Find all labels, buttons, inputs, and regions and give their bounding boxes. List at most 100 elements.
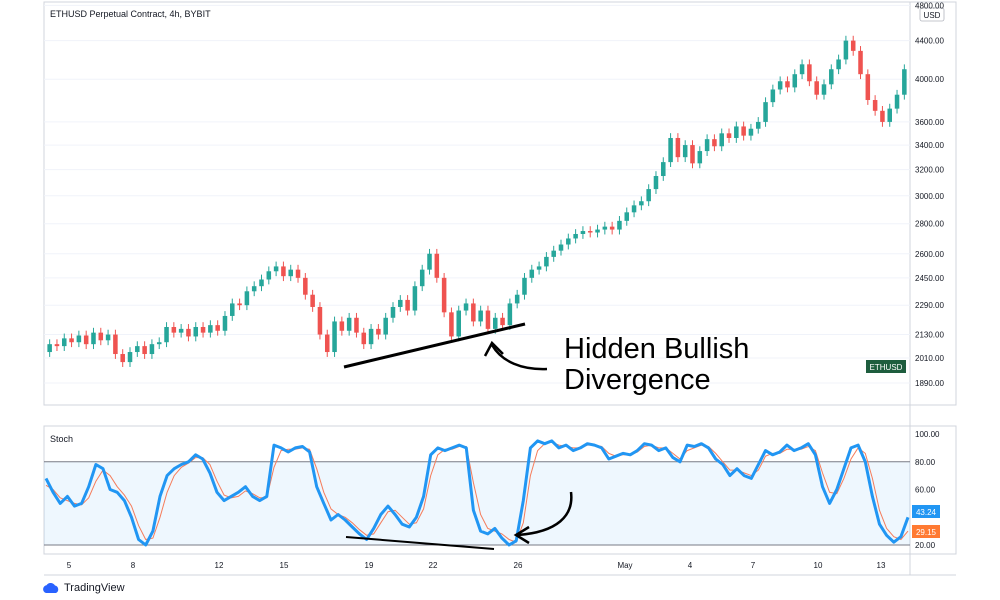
price-tick-label: 2600.00	[915, 250, 944, 259]
currency-badge[interactable]	[919, 7, 945, 22]
candle-body	[259, 279, 264, 287]
candle-body	[471, 303, 476, 322]
candle-body	[193, 327, 199, 337]
stoch-trend-line	[345, 536, 495, 550]
time-tick-label: 15	[280, 561, 289, 570]
candle-body	[507, 303, 513, 326]
candle-body	[661, 162, 666, 177]
candle-body	[222, 315, 228, 331]
candle-body	[492, 317, 498, 329]
price-tick-label: 2130.00	[915, 331, 944, 340]
candle-body	[609, 226, 615, 230]
candle-body	[98, 332, 104, 341]
candle-body	[792, 74, 798, 88]
candle-body	[485, 310, 491, 329]
candle-body	[113, 334, 118, 355]
price-axis: 4800.00 4400.00 4000.00 3600.00 3400.00 3200.…	[915, 1, 944, 388]
stoch-pane-border	[43, 425, 957, 555]
stoch-k-badge	[912, 505, 940, 518]
candle-body	[843, 40, 849, 60]
candle-body	[149, 344, 155, 355]
candle-body	[887, 108, 893, 122]
candle-body	[354, 317, 359, 333]
candle-body	[456, 310, 462, 337]
candle-body	[763, 102, 768, 122]
stoch-tick-label: 80.00	[915, 458, 936, 467]
candle-body	[441, 277, 447, 313]
stoch-d-badge	[912, 525, 940, 538]
candle-body	[551, 250, 556, 257]
candle-body	[91, 332, 96, 345]
candle-body	[339, 321, 345, 331]
candle-body	[631, 205, 637, 213]
annotation-line-2: Divergence	[564, 364, 711, 396]
candle-body	[880, 110, 885, 122]
candle-body	[799, 64, 805, 75]
price-pane-border	[43, 1, 957, 406]
candle-body	[54, 344, 60, 347]
candle-body	[529, 269, 535, 278]
annotation-arrow-price	[490, 344, 548, 371]
price-tick-label: 2800.00	[915, 220, 944, 229]
time-tick-label: 19	[365, 561, 374, 570]
candle-body	[734, 126, 739, 138]
time-axis: 5 8 12 15 19 22 26 May 4 7 10 13	[67, 561, 886, 570]
candle-body	[142, 346, 147, 355]
time-tick-label: 4	[688, 561, 693, 570]
candle-body	[580, 231, 586, 234]
candle-body	[303, 277, 308, 295]
candle-body	[398, 299, 403, 307]
candle-body	[821, 84, 827, 95]
time-tick-label: 10	[814, 561, 823, 570]
candle-body	[237, 303, 242, 306]
annotation-arrow-price-head	[483, 340, 504, 357]
candle-body	[587, 231, 593, 233]
candle-body	[850, 40, 856, 51]
candle-body	[200, 327, 206, 333]
candle-body	[244, 291, 250, 306]
candle-body	[668, 137, 673, 163]
candle-body	[500, 317, 505, 326]
candle-body	[748, 128, 754, 136]
annotation-line-1: Hidden Bullish	[564, 333, 749, 365]
candle-body	[208, 325, 213, 333]
candle-body	[47, 344, 52, 353]
time-tick-label: 5	[67, 561, 72, 570]
candle-body	[332, 321, 337, 353]
tradingview-cloud-icon	[43, 582, 59, 593]
candle-body	[266, 271, 272, 280]
candles	[47, 35, 907, 367]
candle-body	[858, 50, 863, 75]
candle-body	[514, 294, 520, 304]
candle-body	[646, 189, 651, 202]
time-tick-label: May	[617, 561, 632, 570]
candle-body	[478, 310, 483, 322]
time-tick-label: 22	[429, 561, 438, 570]
chart-title: ETHUSD Perpetual Contract, 4h, BYBIT	[50, 9, 211, 19]
candle-body	[675, 137, 681, 158]
candle-body	[164, 327, 169, 343]
candle-body	[230, 303, 235, 316]
stoch-band	[44, 461, 910, 545]
candle-body	[368, 328, 374, 345]
candle-body	[544, 256, 549, 267]
price-tick-label: 3400.00	[915, 141, 944, 150]
candle-body	[522, 277, 527, 295]
candle-body	[383, 317, 388, 335]
candle-body	[120, 354, 125, 363]
candle-body	[419, 269, 425, 287]
price-tick-label: 2450.00	[915, 274, 944, 283]
tradingview-logo[interactable]: TradingView	[42, 582, 125, 594]
candle-body	[704, 139, 710, 152]
candle-body	[105, 334, 111, 341]
price-tick-label: 3600.00	[915, 118, 944, 127]
time-tick-label: 7	[751, 561, 756, 570]
candle-body	[83, 335, 89, 345]
candle-body	[770, 89, 776, 103]
candle-body	[755, 121, 761, 129]
candle-body	[902, 69, 907, 95]
candle-body	[726, 133, 732, 138]
candle-body	[697, 151, 703, 164]
candle-body	[61, 338, 67, 347]
